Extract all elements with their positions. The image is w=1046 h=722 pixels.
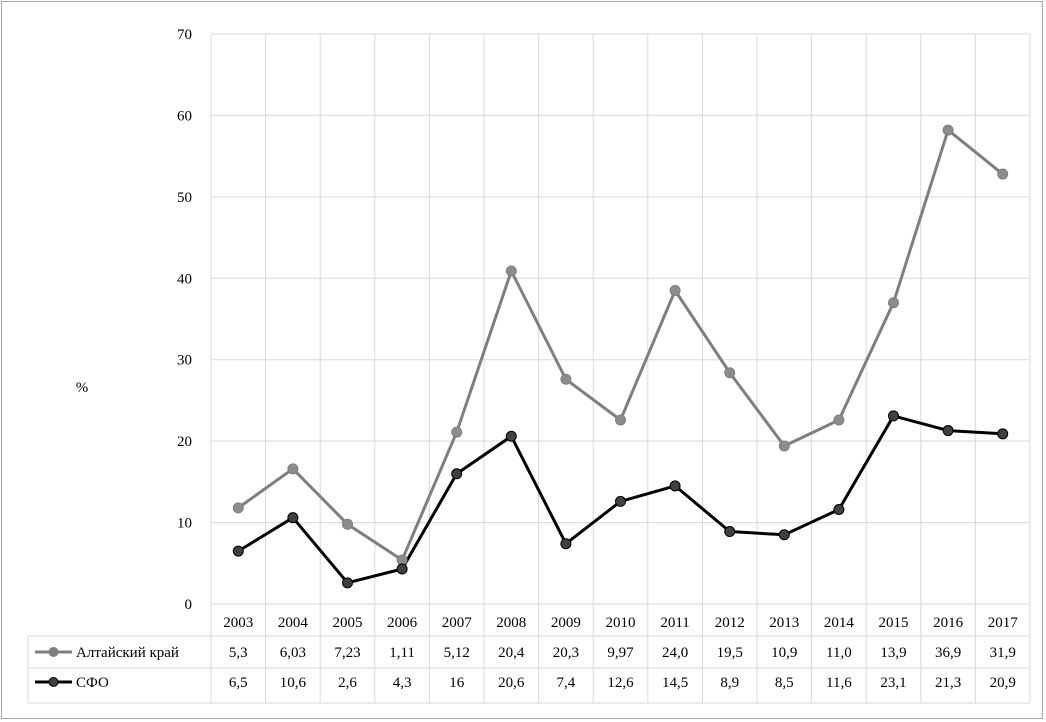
data-point: [724, 367, 736, 379]
data-point: [997, 168, 1009, 180]
table-value-cell: 2,6: [338, 675, 357, 691]
series-lines: [237, 128, 1004, 585]
x-tick-label: 2011: [660, 615, 689, 631]
y-tick-label: 0: [185, 597, 193, 613]
legend-series-name: Алтайский край: [76, 645, 179, 661]
data-point: [669, 480, 681, 492]
x-tick-label: 2016: [933, 615, 964, 631]
data-point: [778, 529, 790, 541]
table-value-cell: 8,5: [775, 675, 794, 691]
table-value-cell: 7,23: [334, 645, 360, 661]
data-point: [833, 414, 845, 426]
data-point: [560, 538, 572, 550]
legend-series-name: СФО: [76, 675, 109, 691]
x-tick-label: 2003: [223, 615, 253, 631]
table-value-cell: 19,5: [717, 645, 743, 661]
data-point: [888, 410, 899, 422]
table-value-cell: 13,9: [880, 645, 906, 661]
table-value-cell: 24,0: [662, 645, 688, 661]
table-value-cell: 20,6: [498, 675, 525, 691]
series-line: [237, 128, 1004, 562]
x-tick-label: 2004: [278, 615, 309, 631]
y-tick-label: 30: [177, 353, 192, 369]
data-point: [232, 545, 244, 557]
x-tick-label: 2005: [333, 615, 363, 631]
x-tick-label: 2010: [606, 615, 636, 631]
table-value-cell: 4,3: [393, 675, 412, 691]
x-tick-label: 2012: [715, 615, 745, 631]
table-value-cell: 12,6: [607, 675, 634, 691]
data-table: 2003 2004 2005 2006 2007 2008 2009 2010 2011 2012…: [35, 615, 1018, 691]
table-value-cell: 10,9: [771, 645, 797, 661]
table-value-cell: 6,03: [280, 645, 306, 661]
data-point: [888, 297, 899, 309]
data-point: [615, 495, 626, 507]
data-point: [232, 502, 244, 514]
legend-key-marker: [48, 647, 59, 657]
data-point: [669, 285, 681, 296]
table-value-cell: 11,0: [826, 645, 852, 661]
y-tick-label: 20: [177, 434, 192, 450]
table-value-cell: 31,9: [990, 645, 1016, 661]
y-tick-label: 50: [177, 190, 192, 206]
x-tick-label: 2017: [988, 615, 1019, 631]
table-value-cell: 7,4: [557, 675, 576, 691]
legend-key-marker: [48, 677, 59, 687]
data-point: [342, 518, 353, 530]
data-point: [505, 430, 517, 442]
x-tick-label: 2008: [496, 615, 526, 631]
table-value-cell: 23,1: [880, 675, 906, 691]
table-value-cell: 5,12: [444, 645, 470, 661]
data-point: [505, 265, 517, 277]
x-tick-label: 2007: [442, 615, 473, 631]
table-value-cell: 6,5: [229, 675, 248, 691]
x-tick-label: 2006: [387, 615, 418, 631]
y-axis-label: %: [76, 380, 89, 396]
table-value-cell: 10,6: [280, 675, 307, 691]
data-point: [342, 577, 353, 589]
table-value-cell: 1,11: [389, 645, 415, 661]
data-point: [724, 526, 736, 538]
table-value-cell: 16: [449, 675, 465, 691]
y-axis-tick-labels: 0 10 20 30 40 50 60 70: [177, 27, 192, 613]
series-points: [232, 124, 1009, 589]
y-tick-label: 60: [177, 108, 192, 124]
data-point: [778, 440, 790, 452]
data-point: [287, 512, 299, 524]
y-tick-label: 10: [177, 516, 192, 532]
table-value-cell: 11,6: [826, 675, 852, 691]
data-point: [942, 425, 954, 437]
data-point: [451, 468, 463, 480]
data-point: [615, 414, 626, 426]
data-point: [396, 563, 408, 575]
data-point: [287, 463, 299, 475]
table-value-cell: 8,9: [720, 675, 739, 691]
table-value-cell: 20,9: [990, 675, 1016, 691]
data-point: [833, 504, 845, 516]
table-value-cell: 5,3: [229, 645, 248, 661]
table-value-cell: 36,9: [935, 645, 961, 661]
data-point: [997, 428, 1009, 440]
data-point: [560, 373, 572, 385]
x-tick-label: 2014: [824, 615, 855, 631]
x-tick-label: 2009: [551, 615, 581, 631]
table-value-cell: 20,3: [553, 645, 579, 661]
gridlines: [27, 33, 1031, 704]
table-value-cell: 20,4: [498, 645, 525, 661]
x-tick-label: 2013: [769, 615, 799, 631]
x-tick-label: 2015: [879, 615, 909, 631]
y-tick-label: 70: [177, 27, 192, 43]
data-point: [942, 124, 954, 136]
table-value-cell: 21,3: [935, 675, 961, 691]
table-value-cell: 14,5: [662, 675, 688, 691]
y-tick-label: 40: [177, 271, 192, 287]
data-point: [451, 426, 463, 438]
table-value-cell: 9,97: [607, 645, 634, 661]
